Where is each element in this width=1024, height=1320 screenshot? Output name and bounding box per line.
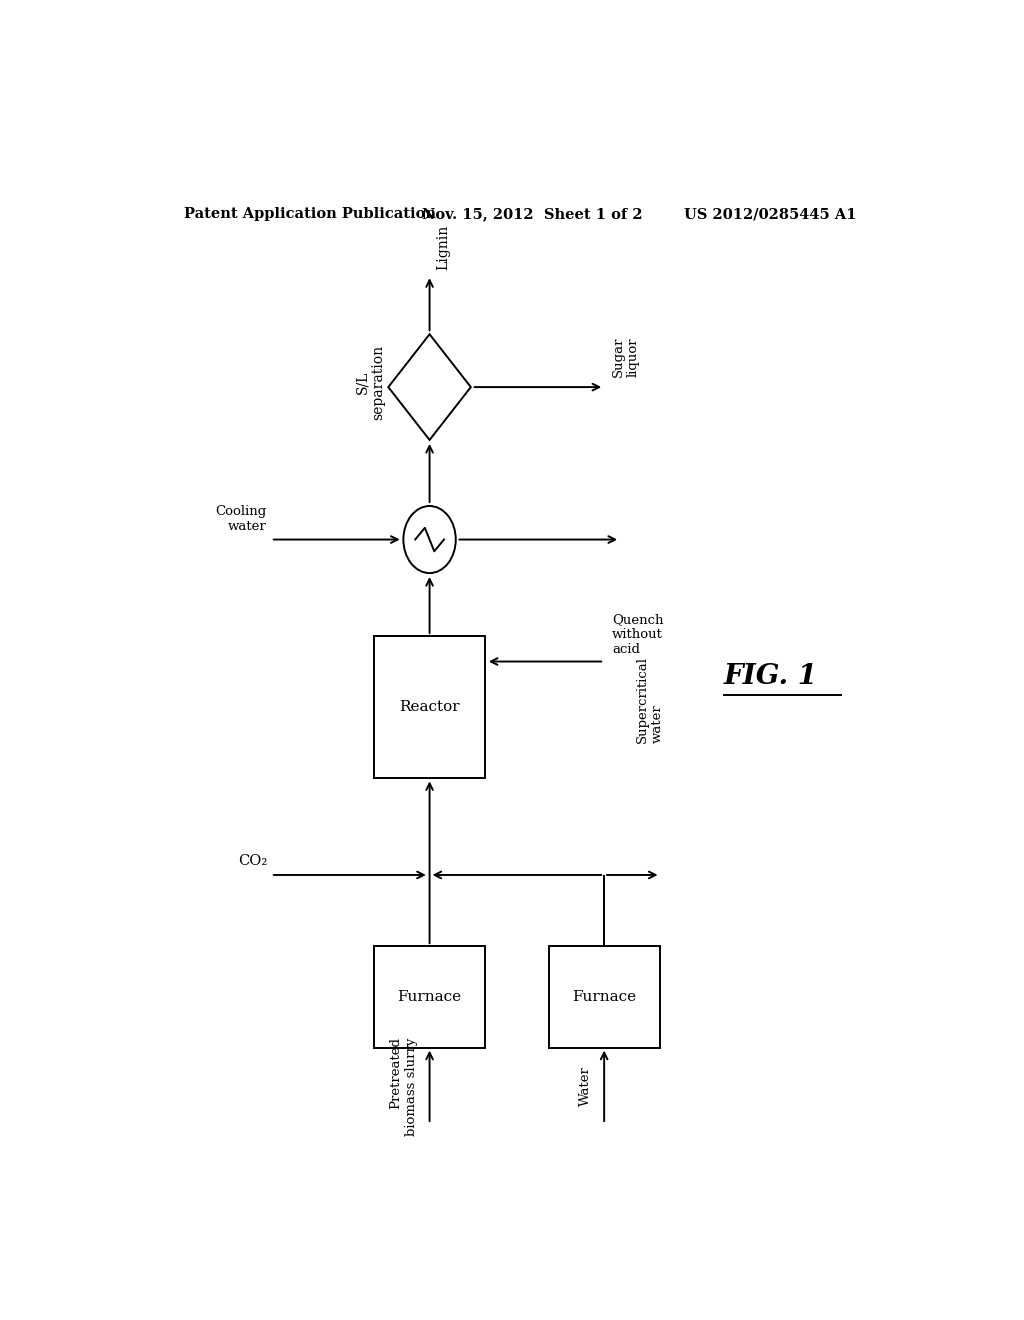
Text: Nov. 15, 2012  Sheet 1 of 2: Nov. 15, 2012 Sheet 1 of 2 <box>422 207 642 222</box>
Text: Furnace: Furnace <box>397 990 462 1005</box>
Text: CO₂: CO₂ <box>238 854 267 867</box>
Text: Furnace: Furnace <box>572 990 636 1005</box>
Text: Patent Application Publication: Patent Application Publication <box>183 207 435 222</box>
Circle shape <box>403 506 456 573</box>
Text: Quench
without
acid: Quench without acid <box>612 614 664 656</box>
Text: Sugar
liquor: Sugar liquor <box>612 337 640 378</box>
Text: S/L
separation: S/L separation <box>355 345 385 420</box>
Text: US 2012/0285445 A1: US 2012/0285445 A1 <box>684 207 856 222</box>
Bar <box>549 946 659 1048</box>
Text: Supercritical
water: Supercritical water <box>636 656 664 743</box>
Text: Reactor: Reactor <box>399 700 460 714</box>
Text: Pretreated
biomass slurry: Pretreated biomass slurry <box>390 1038 418 1135</box>
Bar <box>374 636 485 779</box>
Text: Lignin: Lignin <box>436 224 450 271</box>
Polygon shape <box>388 334 471 440</box>
Bar <box>374 946 485 1048</box>
Text: Cooling
water: Cooling water <box>216 506 267 533</box>
Text: Water: Water <box>580 1067 592 1106</box>
Text: FIG. 1: FIG. 1 <box>723 663 817 690</box>
